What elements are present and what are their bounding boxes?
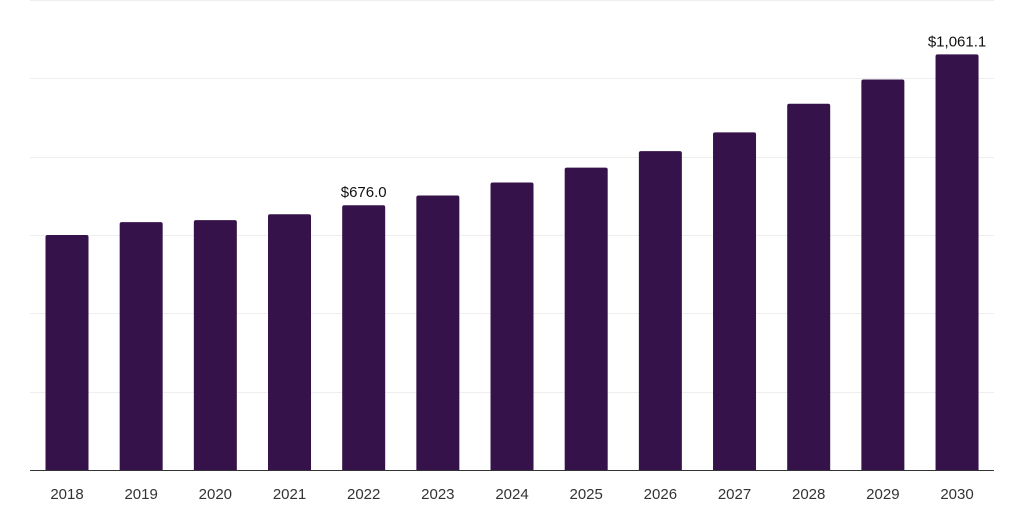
x-axis-ticks: 2018 2019 2020 2021 2022 2023 2024 2025 2026 2027… bbox=[50, 486, 973, 503]
x-tick-label: 2024 bbox=[495, 486, 528, 503]
x-tick-label: 2018 bbox=[50, 486, 83, 503]
bar-2021 bbox=[268, 214, 312, 470]
data-label: $676.0 bbox=[341, 184, 387, 201]
x-tick-label: 2019 bbox=[124, 486, 157, 503]
x-tick-label: 2020 bbox=[199, 486, 232, 503]
bar-2023 bbox=[416, 195, 460, 471]
x-tick-label: 2021 bbox=[273, 486, 306, 503]
bars bbox=[45, 54, 979, 471]
x-tick-label: 2029 bbox=[866, 486, 899, 503]
bar-2028 bbox=[787, 103, 831, 471]
bar-2018 bbox=[45, 235, 89, 470]
x-tick-label: 2025 bbox=[570, 486, 603, 503]
bar-2022 bbox=[342, 205, 386, 470]
bar-2025 bbox=[564, 167, 608, 470]
data-label: $1,061.1 bbox=[928, 33, 986, 50]
x-tick-label: 2028 bbox=[792, 486, 825, 503]
bar-2026 bbox=[638, 151, 682, 470]
x-tick-label: 2022 bbox=[347, 486, 380, 503]
data-labels: $676.0 $1,061.1 bbox=[341, 33, 987, 201]
x-tick-label: 2026 bbox=[644, 486, 677, 503]
x-tick-label: 2030 bbox=[940, 486, 973, 503]
x-tick-label: 2023 bbox=[421, 486, 454, 503]
bar-2020 bbox=[193, 220, 237, 470]
bar-2030 bbox=[935, 54, 979, 471]
x-tick-label: 2027 bbox=[718, 486, 751, 503]
bar-2019 bbox=[119, 222, 163, 470]
bar-2024 bbox=[490, 182, 534, 470]
bar-2029 bbox=[861, 79, 905, 470]
bar-2027 bbox=[713, 132, 757, 470]
